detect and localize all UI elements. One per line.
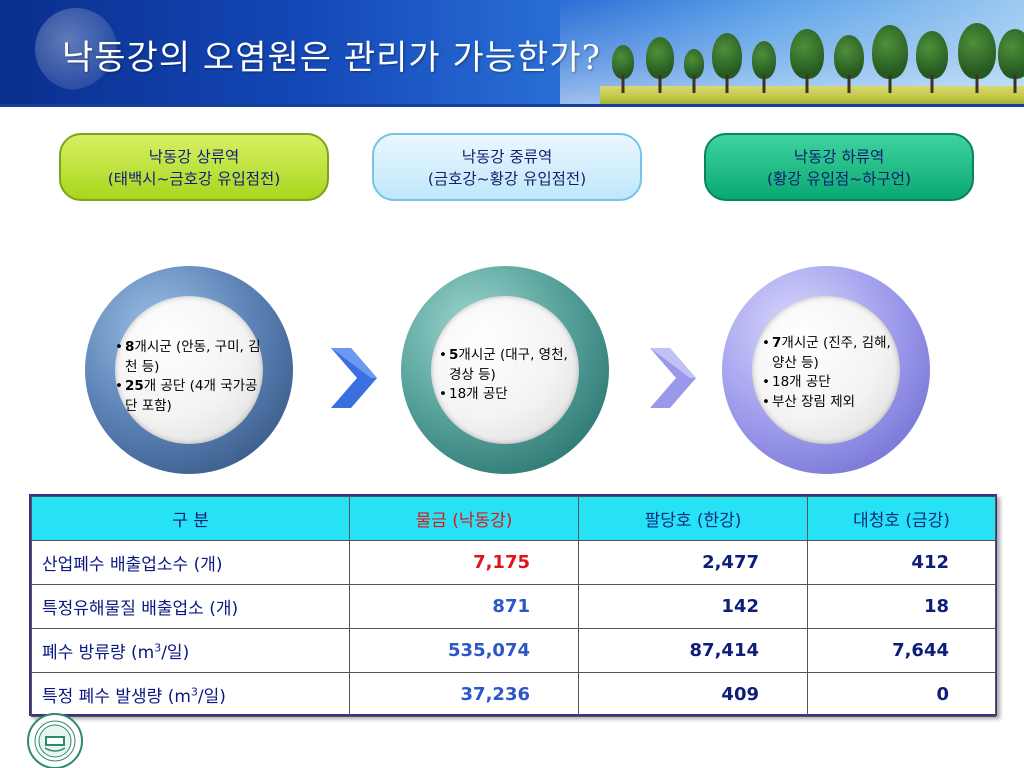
tree-illustration bbox=[834, 31, 864, 93]
row-label: 특정유해물질 배출업소 (개) bbox=[31, 584, 350, 629]
tree-illustration bbox=[790, 25, 824, 93]
table-row: 폐수 방류량 (m3/일) 535,074 87,414 7,644 bbox=[31, 628, 996, 673]
table-row: 특정 폐수 발생량 (m3/일) 37,236 409 0 bbox=[31, 672, 996, 717]
chevron-right-icon bbox=[331, 348, 377, 408]
region-middle-label: 낙동강 중류역 (금호강~황강 유입점전) bbox=[372, 133, 642, 201]
region-middle-range: (금호강~황강 유입점전) bbox=[427, 170, 587, 188]
table-cell: 18 bbox=[807, 584, 996, 629]
region-upper-name: 낙동강 상류역 bbox=[148, 148, 240, 166]
tree-illustration bbox=[752, 37, 776, 93]
list-item: 18개 공단 bbox=[439, 385, 579, 405]
region-middle-name: 낙동강 중류역 bbox=[461, 148, 553, 166]
chevron-right-icon bbox=[650, 348, 696, 408]
region-lower-label: 낙동강 하류역 (황강 유입점~하구언) bbox=[704, 133, 974, 201]
tree-illustration bbox=[646, 33, 674, 93]
university-seal-logo bbox=[27, 713, 83, 768]
tree-illustration bbox=[712, 29, 742, 93]
list-item: 18개 공단 bbox=[762, 373, 902, 393]
table-row: 특정유해물질 배출업소 (개) 871 142 18 bbox=[31, 584, 996, 629]
list-item: 부산 장림 제외 bbox=[762, 393, 902, 413]
region-upper-label: 낙동강 상류역 (태백시~금호강 유입점전) bbox=[59, 133, 329, 201]
row-label: 폐수 방류량 (m3/일) bbox=[31, 628, 350, 673]
lower-region-circle: 7개시군 (진주, 김해, 양산 등) 18개 공단 부산 장림 제외 bbox=[722, 266, 930, 474]
table-cell: 412 bbox=[807, 540, 996, 585]
table-cell: 2,477 bbox=[578, 540, 808, 585]
table-cell: 409 bbox=[578, 672, 808, 717]
table-header-row: 구 분 물금 (낙동강) 팔당호 (한강) 대청호 (금강) bbox=[31, 496, 996, 541]
column-header: 구 분 bbox=[31, 496, 350, 541]
table-cell: 7,175 bbox=[349, 540, 579, 585]
lower-region-list: 7개시군 (진주, 김해, 양산 등) 18개 공단 부산 장림 제외 bbox=[762, 334, 902, 412]
region-lower-name: 낙동강 하류역 bbox=[793, 148, 885, 166]
tree-illustration bbox=[684, 45, 704, 93]
list-item: 8개시군 (안동, 구미, 김천 등) bbox=[115, 338, 263, 377]
tree-illustration bbox=[958, 19, 996, 93]
decorative-circle bbox=[35, 8, 117, 90]
tree-illustration bbox=[612, 41, 634, 93]
column-header: 물금 (낙동강) bbox=[349, 496, 579, 541]
column-header: 팔당호 (한강) bbox=[578, 496, 808, 541]
list-item: 25개 공단 (4개 국가공단 포함) bbox=[115, 377, 263, 416]
table-cell: 535,074 bbox=[349, 628, 579, 673]
upper-region-list: 8개시군 (안동, 구미, 김천 등) 25개 공단 (4개 국가공단 포함) bbox=[115, 338, 263, 416]
middle-region-list: 5개시군 (대구, 영천, 경상 등) 18개 공단 bbox=[439, 346, 579, 405]
title-banner: 낙동강의 오염원은 관리가 가능한가? bbox=[0, 0, 1024, 107]
row-label: 특정 폐수 발생량 (m3/일) bbox=[31, 672, 350, 717]
tree-illustration bbox=[872, 21, 908, 93]
table-cell: 87,414 bbox=[578, 628, 808, 673]
table-cell: 7,644 bbox=[807, 628, 996, 673]
table-row: 산업폐수 배출업소수 (개) 7,175 2,477 412 bbox=[31, 540, 996, 585]
region-lower-range: (황강 유입점~하구언) bbox=[766, 170, 912, 188]
list-item: 5개시군 (대구, 영천, 경상 등) bbox=[439, 346, 579, 385]
pollution-comparison-table: 구 분 물금 (낙동강) 팔당호 (한강) 대청호 (금강) 산업폐수 배출업소… bbox=[29, 494, 997, 717]
row-label: 산업폐수 배출업소수 (개) bbox=[31, 540, 350, 585]
table-cell: 37,236 bbox=[349, 672, 579, 717]
column-header: 대청호 (금강) bbox=[807, 496, 996, 541]
table-cell: 871 bbox=[349, 584, 579, 629]
table-cell: 142 bbox=[578, 584, 808, 629]
middle-region-circle: 5개시군 (대구, 영천, 경상 등) 18개 공단 bbox=[401, 266, 609, 474]
region-upper-range: (태백시~금호강 유입점전) bbox=[107, 170, 281, 188]
list-item: 7개시군 (진주, 김해, 양산 등) bbox=[762, 334, 902, 373]
tree-illustration bbox=[916, 27, 948, 93]
table-cell: 0 bbox=[807, 672, 996, 717]
tree-illustration bbox=[998, 25, 1024, 93]
upper-region-circle: 8개시군 (안동, 구미, 김천 등) 25개 공단 (4개 국가공단 포함) bbox=[85, 266, 293, 474]
page-title: 낙동강의 오염원은 관리가 가능한가? bbox=[62, 38, 601, 78]
field-illustration bbox=[600, 86, 1024, 107]
